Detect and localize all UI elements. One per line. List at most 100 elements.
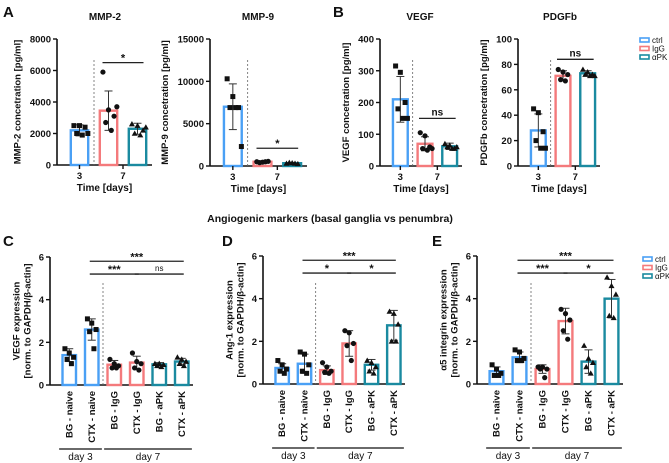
x-tick-label: 3: [230, 172, 235, 183]
data-point-triangle: [591, 72, 598, 79]
data-point-square: [283, 366, 289, 372]
y-tick-label: 5000: [183, 119, 204, 130]
data-point-triangle: [395, 321, 402, 327]
panel-label-c: C: [3, 233, 14, 250]
data-point-triangle: [154, 362, 161, 369]
y-tick-label: 6: [466, 252, 471, 263]
data-point-triangle: [608, 282, 615, 289]
legend-label: ctrl: [655, 255, 666, 264]
data-point-square: [400, 115, 406, 121]
category-label: CTX - aPK: [607, 390, 618, 436]
y-tick-label: 20: [501, 136, 512, 147]
y-tick-label: 10000: [178, 77, 204, 88]
y-axis-label: PDGFb concetration [pg/ml]: [479, 39, 490, 165]
significance-label: ***: [559, 250, 573, 262]
data-point-square: [227, 105, 233, 111]
category-label: CTX - naive: [87, 391, 98, 443]
data-point-square: [535, 110, 541, 116]
data-point-circle: [108, 127, 114, 133]
data-point-square: [496, 372, 502, 378]
data-point-square: [514, 358, 520, 364]
data-point-square: [233, 105, 239, 111]
data-point-circle: [560, 69, 566, 75]
data-point-circle: [326, 370, 332, 376]
y-axis-label: MMP-2 concetration [pg/ml]: [13, 40, 24, 165]
legend-label: IgG: [652, 45, 665, 54]
data-point-square: [517, 349, 522, 355]
y-axis-label: [norm. to GAPDH/β-actin]: [22, 263, 33, 378]
data-point-triangle: [178, 356, 185, 362]
data-point-circle: [558, 77, 564, 83]
data-point-triangle: [366, 368, 373, 374]
data-point-square: [542, 145, 548, 151]
data-point-triangle: [589, 359, 596, 365]
y-tick-label: 4: [466, 294, 472, 305]
panel-label-d: D: [222, 233, 233, 250]
y-axis-label: [norm. to GAPDH/β-actin]: [235, 262, 246, 377]
data-point-circle: [262, 159, 268, 165]
significance-label: ***: [130, 251, 144, 263]
legend-swatch: [639, 45, 650, 52]
category-label: CTX - naive: [515, 390, 526, 442]
data-point-square: [402, 100, 408, 105]
data-point-circle: [134, 358, 140, 365]
y-tick-label: 0: [466, 380, 471, 391]
data-point-circle: [348, 357, 354, 364]
section-title: Angiogenic markers (basal ganglia vs pen…: [207, 213, 453, 225]
data-point-square: [236, 105, 242, 111]
category-label: CTX - IgG: [132, 391, 143, 434]
data-point-triangle: [604, 274, 611, 280]
data-point-square: [304, 370, 310, 376]
y-tick-label: 300: [358, 66, 374, 77]
data-point-circle: [565, 336, 571, 342]
data-point-circle: [562, 311, 569, 317]
data-point-triangle: [183, 358, 190, 364]
y-tick-label: 6: [252, 252, 257, 263]
chart-title: MMP-2: [89, 12, 122, 23]
data-point-square: [489, 362, 495, 368]
data-point-triangle: [364, 357, 371, 363]
y-tick-label: 0: [199, 162, 204, 173]
significance-label: ***: [536, 263, 550, 275]
y-tick-label: 0: [252, 380, 257, 391]
x-axis-label: Time [days]: [231, 184, 286, 195]
data-point-square: [302, 351, 307, 357]
data-point-square: [93, 327, 99, 333]
y-tick-label: 60: [501, 85, 512, 96]
data-point-circle: [560, 328, 566, 334]
data-point-triangle: [386, 308, 393, 314]
y-tick-label: 4: [252, 294, 258, 305]
data-point-square: [395, 106, 401, 112]
y-tick-label: 2: [466, 337, 471, 348]
data-point-square: [68, 361, 74, 367]
data-point-circle: [417, 130, 423, 136]
data-point-circle: [113, 365, 120, 371]
legend-label: ctrl: [652, 36, 663, 45]
data-point-circle: [129, 350, 136, 356]
data-point-circle: [111, 113, 117, 119]
data-point-square: [89, 320, 95, 326]
significance-label: *: [369, 263, 374, 275]
data-point-triangle: [581, 342, 588, 348]
category-label: BG - aPK: [584, 390, 595, 431]
chart-title: MMP-9: [242, 12, 275, 23]
significance-label: *: [586, 263, 591, 275]
data-point-triangle: [292, 160, 299, 166]
data-point-triangle: [587, 370, 594, 376]
y-axis-label: MMP-9 concetration [pg/ml]: [160, 40, 171, 165]
data-point-circle: [429, 145, 435, 152]
data-point-square: [87, 329, 93, 335]
data-point-circle: [555, 66, 561, 73]
data-point-triangle: [582, 71, 589, 77]
data-point-triangle: [444, 143, 451, 150]
chart-title: VEGF: [406, 12, 433, 23]
category-label: BG - IgG: [538, 390, 549, 429]
data-point-circle: [138, 361, 144, 367]
data-point-circle: [544, 366, 550, 372]
data-point-square: [540, 129, 546, 135]
data-point-square: [71, 354, 77, 360]
x-tick-label: 7: [435, 172, 440, 183]
data-point-square: [538, 145, 544, 151]
data-point-square: [531, 106, 537, 112]
y-axis-label: α5 integrin expression: [438, 269, 449, 371]
